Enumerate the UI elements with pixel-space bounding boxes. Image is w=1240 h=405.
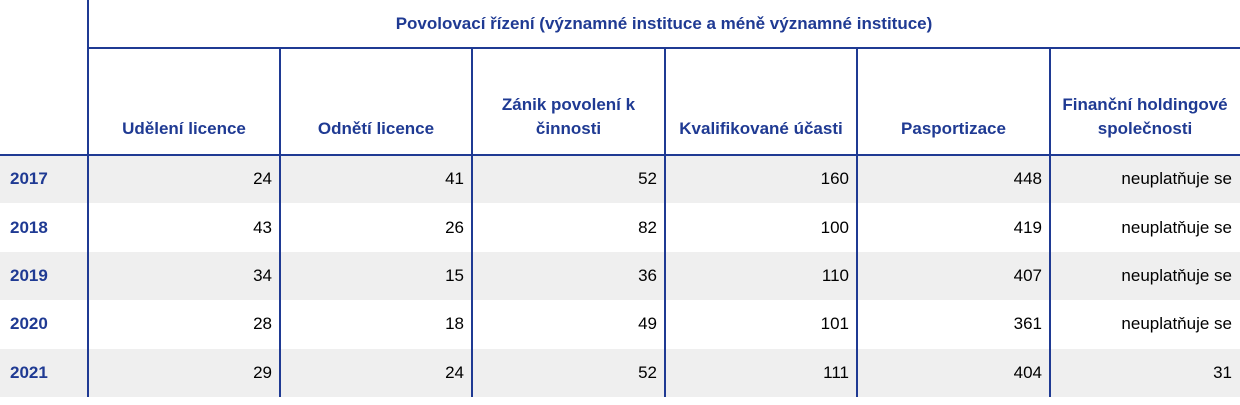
- table-cell: 404: [1013, 362, 1042, 382]
- table-cell: 111: [823, 362, 849, 382]
- table-cell: neuplatňuje se: [1121, 314, 1232, 334]
- column-header: Pasportizace: [901, 119, 1006, 138]
- table-cell: 52: [638, 169, 657, 189]
- row-label: 2019: [10, 265, 48, 285]
- table-cell: neuplatňuje se: [1121, 217, 1232, 237]
- row-label: 2020: [10, 314, 48, 334]
- table-cell: 101: [820, 314, 849, 334]
- table-title: Povolovací řízení (významné instituce a …: [395, 14, 933, 33]
- table-cell: 31: [1213, 362, 1232, 382]
- table-cell: 34: [253, 265, 272, 285]
- column-header: Zánik povolení k činnosti: [501, 95, 636, 138]
- column-header: Odnětí licence: [317, 119, 435, 138]
- table-cell: neuplatňuje se: [1121, 265, 1232, 285]
- table-cell: 36: [638, 265, 657, 285]
- rule: [1049, 48, 1051, 397]
- rule: [471, 48, 473, 397]
- table-cell: 24: [445, 362, 464, 382]
- table-cell: 419: [1013, 217, 1042, 237]
- row-band: [0, 251, 1240, 301]
- row-label: 2021: [10, 362, 48, 382]
- table-cell: 160: [820, 169, 849, 189]
- table-cell: 448: [1013, 169, 1042, 189]
- table-cell: neuplatňuje se: [1121, 169, 1232, 189]
- table-cell: 18: [445, 314, 464, 334]
- table-cell: 15: [445, 265, 464, 285]
- rule: [87, 0, 89, 397]
- table-cell: 41: [445, 169, 464, 189]
- table-cell: 26: [445, 217, 464, 237]
- table-cell: 110: [821, 265, 849, 285]
- table-cell: 49: [638, 314, 657, 334]
- rule: [279, 48, 281, 397]
- row-label: 2017: [10, 169, 48, 189]
- column-header: Kvalifikované účasti: [679, 119, 843, 138]
- row-band: [0, 155, 1240, 204]
- table-cell: 407: [1013, 265, 1042, 285]
- column-header: Finanční holdingové společnosti: [1062, 95, 1228, 138]
- table-cell: 100: [820, 217, 849, 237]
- table-cell: 361: [1013, 314, 1042, 334]
- table-cell: 52: [638, 362, 657, 382]
- table-cell: 28: [253, 314, 272, 334]
- column-header: Udělení licence: [122, 119, 246, 138]
- rule: [856, 48, 858, 397]
- rule: [0, 154, 1240, 156]
- table-cell: 43: [253, 217, 272, 237]
- table-cell: 24: [253, 169, 272, 189]
- table-cell: 82: [638, 217, 657, 237]
- rule: [664, 48, 666, 397]
- table-cell: 29: [253, 362, 272, 382]
- row-label: 2018: [10, 217, 48, 237]
- row-band: [0, 348, 1240, 397]
